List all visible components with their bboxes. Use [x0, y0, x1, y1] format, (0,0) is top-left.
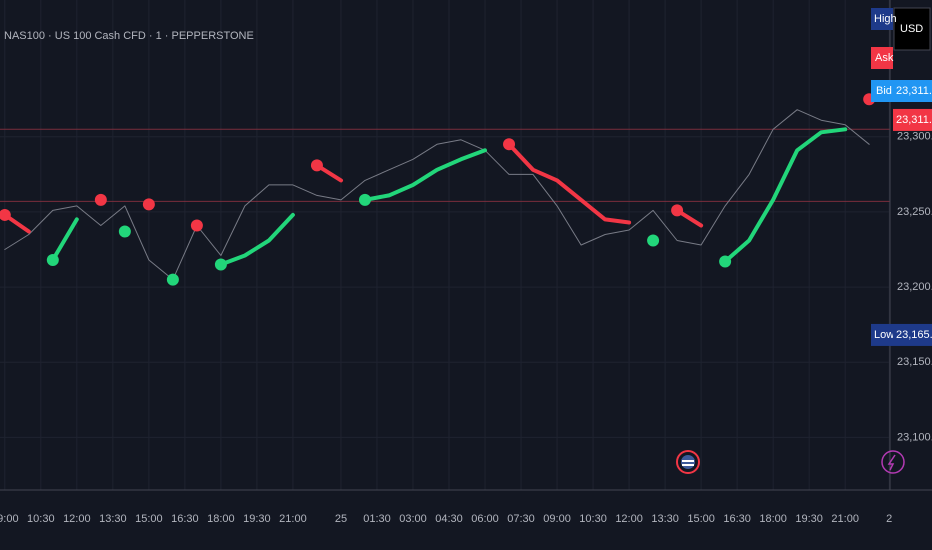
tag-box — [893, 323, 932, 346]
signal-dot — [647, 234, 660, 247]
x-tick-label: 03:00 — [399, 513, 427, 525]
x-tick-label: 18:00 — [207, 513, 235, 525]
x-tick-label: 16:30 — [171, 513, 199, 525]
tag-name: Bid — [876, 85, 892, 97]
y-tick-label: 23,250.0 — [897, 206, 932, 218]
y-tick-label: 23,150.0 — [897, 356, 932, 368]
x-tick-label: 10:30 — [579, 513, 607, 525]
signal-dot — [214, 258, 227, 271]
x-tick-label: 09:00 — [543, 513, 571, 525]
signal-dot — [310, 159, 323, 172]
x-tick-label: 12:00 — [615, 513, 643, 525]
tag-value: 23,311.2 — [896, 114, 932, 126]
x-tick-label: 18:00 — [759, 513, 787, 525]
axes: 23,100.0 23,150.0 23,200.0 23,250.0 23,300.0… — [0, 131, 932, 525]
x-tick-label: 13:30 — [651, 513, 679, 525]
tag-name: Ask — [875, 52, 894, 64]
tag-value: 23,311.2 — [896, 85, 932, 97]
y-tick-label: 23,100.0 — [897, 431, 932, 443]
x-tick-label: 10:30 — [27, 513, 55, 525]
plot — [0, 93, 890, 286]
chart-title: NAS100 · US 100 Cash CFD · 1 · PEPPERSTO… — [4, 30, 254, 42]
tag-box — [871, 8, 893, 30]
x-tick-label: 19:30 — [243, 513, 271, 525]
signal-dot — [719, 255, 732, 268]
x-tick-label: 2 — [886, 513, 892, 525]
indicator-line — [50, 127, 848, 267]
x-tick-label: 04:30 — [435, 513, 463, 525]
tag-name: High — [874, 13, 897, 25]
x-tick-label: 25 — [335, 513, 347, 525]
y-tick-label: 23,300.0 — [897, 131, 932, 143]
x-tick-label: 15:00 — [687, 513, 715, 525]
signal-dot — [142, 198, 155, 211]
signal-dot — [118, 225, 131, 238]
x-tick-label: 06:00 — [471, 513, 499, 525]
signal-dot — [671, 204, 684, 217]
signal-dot — [0, 208, 11, 221]
currency-box — [894, 8, 930, 50]
x-tick-label: 07:30 — [507, 513, 535, 525]
x-tick-label: 16:30 — [723, 513, 751, 525]
x-tick-label: 21:00 — [279, 513, 307, 525]
tag-box — [871, 323, 893, 346]
tag-name: Low — [874, 329, 894, 341]
signal-dot — [190, 219, 203, 232]
y-tick-label: 23,200.0 — [897, 281, 932, 293]
signal-dot — [46, 254, 59, 267]
price-line — [4, 109, 870, 281]
lightning-icon — [881, 450, 905, 474]
tag-box — [871, 80, 893, 102]
currency-label: USD — [900, 23, 923, 35]
x-tick-label: 15:00 — [135, 513, 163, 525]
x-tick-label: 12:00 — [63, 513, 91, 525]
signal-dot — [166, 273, 179, 286]
x-tick-label: 13:30 — [99, 513, 127, 525]
signal-dot — [94, 193, 107, 206]
signal-dot — [503, 138, 516, 151]
event-icon — [676, 450, 700, 474]
x-tick-label: 19:30 — [795, 513, 823, 525]
tag-box — [871, 47, 893, 69]
tag-value: 23,165.5 — [896, 329, 932, 341]
x-tick-label: 09:00 — [0, 513, 19, 525]
x-tick-label: 01:30 — [363, 513, 391, 525]
signal-dot — [358, 193, 371, 206]
last-price-tag — [893, 108, 932, 131]
tag-box — [893, 80, 932, 102]
currency-border — [893, 7, 931, 51]
x-tick-label: 21:00 — [831, 513, 859, 525]
